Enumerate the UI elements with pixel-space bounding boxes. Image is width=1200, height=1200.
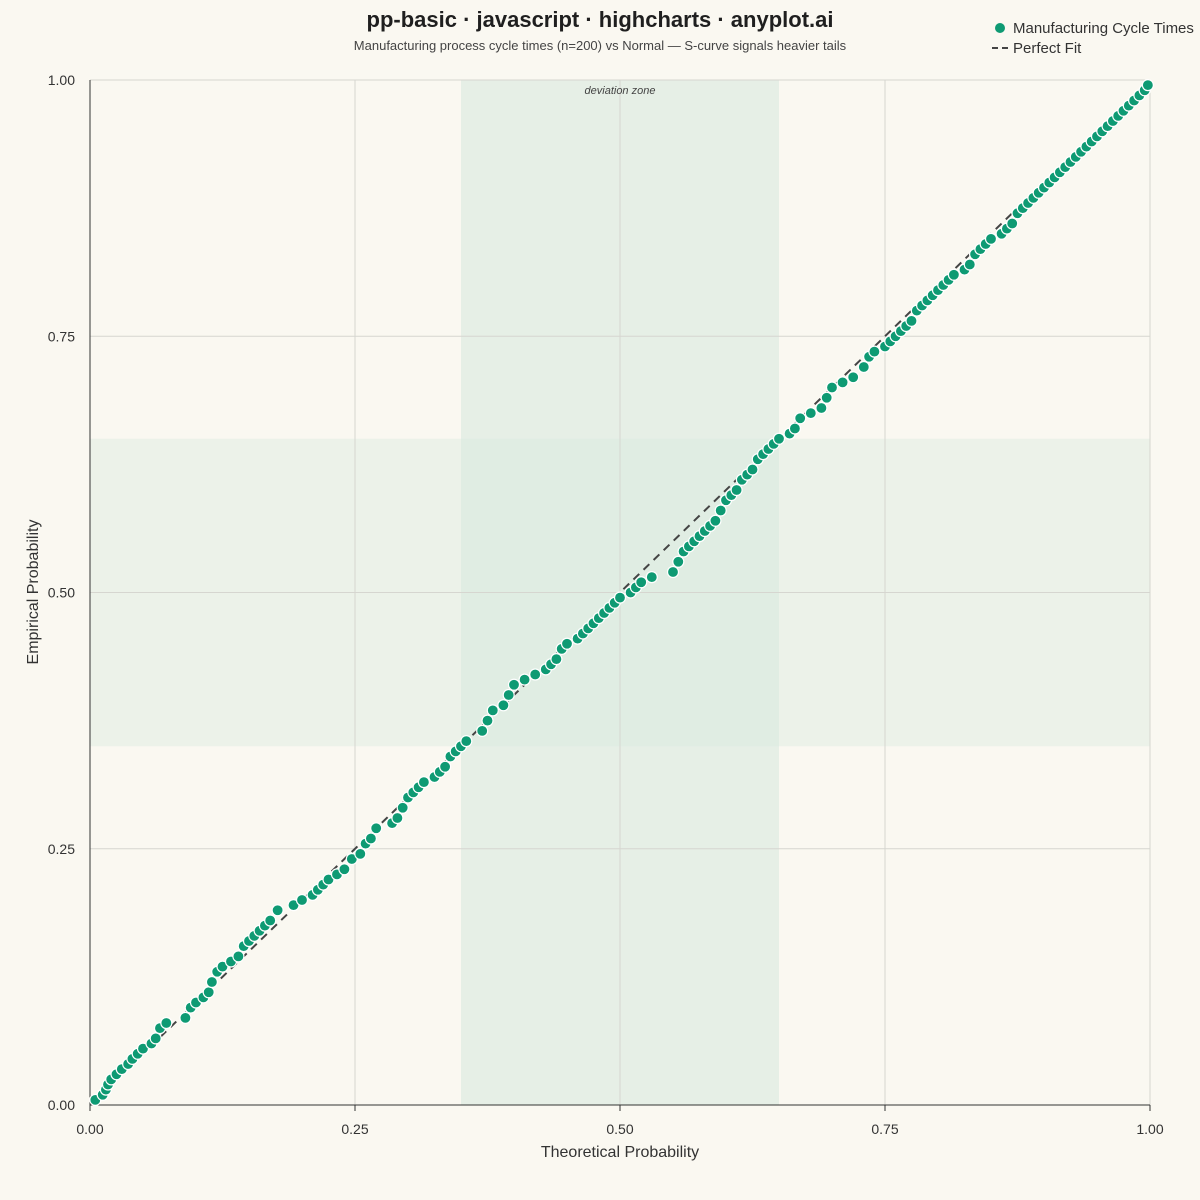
x-tick-label: 0.50 xyxy=(606,1121,633,1137)
y-axis-label: Empirical Probability xyxy=(25,520,42,665)
data-point[interactable] xyxy=(502,688,515,702)
chart-subtitle: Manufacturing process cycle times (n=200… xyxy=(354,38,847,53)
y-tick-label: 0.50 xyxy=(48,585,75,601)
data-point[interactable] xyxy=(947,268,961,281)
y-tick-labels: 0.00 0.25 0.50 0.75 1.00 xyxy=(48,72,75,1113)
data-point[interactable] xyxy=(804,407,817,420)
data-point[interactable] xyxy=(550,653,563,666)
data-point[interactable] xyxy=(635,576,648,589)
data-point[interactable] xyxy=(672,555,685,568)
data-point[interactable] xyxy=(645,571,658,584)
data-point[interactable] xyxy=(815,401,828,415)
data-point[interactable] xyxy=(847,371,860,384)
data-point[interactable] xyxy=(825,381,839,394)
x-tick-labels: 0.00 0.25 0.50 0.75 1.00 xyxy=(76,1105,1164,1137)
data-point[interactable] xyxy=(295,893,309,907)
x-tick-label: 0.75 xyxy=(871,1121,898,1137)
data-point[interactable] xyxy=(794,412,807,425)
data-point[interactable] xyxy=(709,514,722,527)
data-point[interactable] xyxy=(820,391,833,404)
y-tick-label: 0.75 xyxy=(48,328,75,344)
data-point[interactable] xyxy=(984,232,998,245)
data-point[interactable] xyxy=(476,724,489,737)
data-point[interactable] xyxy=(730,483,743,497)
legend-label-cycle-times: Manufacturing Cycle Times xyxy=(1013,20,1194,37)
perfect-fit-line xyxy=(89,79,1151,1106)
data-point[interactable] xyxy=(518,673,531,686)
legend[interactable]: Manufacturing Cycle Times Perfect Fit xyxy=(992,20,1194,57)
data-point[interactable] xyxy=(179,1011,192,1024)
data-point[interactable] xyxy=(905,314,918,327)
data-point[interactable] xyxy=(963,258,976,271)
data-point[interactable] xyxy=(1141,79,1154,92)
data-point[interactable] xyxy=(417,776,430,789)
y-tick-label: 0.25 xyxy=(48,841,75,857)
data-point[interactable] xyxy=(202,986,215,999)
x-tick-label: 0.25 xyxy=(341,1121,368,1137)
data-point[interactable] xyxy=(481,714,494,727)
data-point[interactable] xyxy=(746,463,759,476)
data-point[interactable] xyxy=(439,760,452,773)
data-point[interactable] xyxy=(338,863,351,876)
data-point[interactable] xyxy=(354,847,367,860)
x-tick-label: 1.00 xyxy=(1136,1121,1163,1137)
data-point[interactable] xyxy=(666,565,680,579)
data-point[interactable] xyxy=(613,591,627,604)
y-tick-label: 1.00 xyxy=(48,72,75,88)
data-point[interactable] xyxy=(857,360,870,374)
chart-title: pp-basic · javascript · highcharts · any… xyxy=(367,7,834,32)
data-point[interactable] xyxy=(205,975,218,989)
data-point[interactable] xyxy=(391,811,404,825)
data-point[interactable] xyxy=(264,914,277,927)
data-point[interactable] xyxy=(160,1016,173,1030)
data-point[interactable] xyxy=(370,822,383,835)
data-points xyxy=(89,79,1154,1106)
legend-marker-cycle-times xyxy=(995,23,1005,33)
x-axis-label: Theoretical Probability xyxy=(541,1144,699,1161)
data-point[interactable] xyxy=(149,1032,162,1045)
data-point[interactable] xyxy=(868,345,881,358)
y-tick-label: 0.00 xyxy=(48,1097,75,1113)
data-point[interactable] xyxy=(396,801,409,814)
data-point[interactable] xyxy=(486,704,499,717)
data-point[interactable] xyxy=(1006,217,1019,230)
data-point[interactable] xyxy=(714,504,727,517)
data-point[interactable] xyxy=(788,422,802,435)
deviation-zone-annotation: deviation zone xyxy=(585,85,656,97)
data-point[interactable] xyxy=(772,432,786,445)
data-point[interactable] xyxy=(836,376,849,389)
data-point[interactable] xyxy=(364,832,377,845)
data-point[interactable] xyxy=(529,668,542,681)
legend-label-perfect-fit: Perfect Fit xyxy=(1013,40,1082,57)
data-point[interactable] xyxy=(271,904,284,917)
data-point[interactable] xyxy=(232,950,245,963)
x-tick-label: 0.00 xyxy=(76,1121,103,1137)
data-point[interactable] xyxy=(460,735,473,748)
data-point[interactable] xyxy=(560,637,574,650)
data-point[interactable] xyxy=(507,678,521,691)
data-point[interactable] xyxy=(497,699,510,712)
grid-lines xyxy=(90,79,1151,1105)
